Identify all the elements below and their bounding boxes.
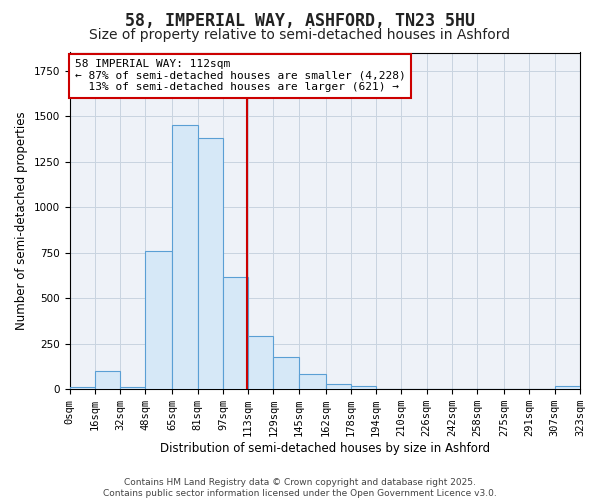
Bar bbox=[120, 388, 145, 389]
Bar bbox=[274, 358, 299, 389]
Bar bbox=[95, 371, 120, 389]
Text: Size of property relative to semi-detached houses in Ashford: Size of property relative to semi-detach… bbox=[89, 28, 511, 42]
Y-axis label: Number of semi-detached properties: Number of semi-detached properties bbox=[15, 112, 28, 330]
Bar bbox=[172, 126, 197, 389]
Text: 58 IMPERIAL WAY: 112sqm
← 87% of semi-detached houses are smaller (4,228)
  13% : 58 IMPERIAL WAY: 112sqm ← 87% of semi-de… bbox=[75, 59, 406, 92]
Bar bbox=[145, 251, 172, 389]
Bar bbox=[555, 386, 580, 389]
Bar bbox=[70, 388, 95, 389]
Bar bbox=[248, 336, 274, 389]
Bar bbox=[197, 138, 223, 389]
Bar bbox=[299, 374, 326, 389]
Text: Contains HM Land Registry data © Crown copyright and database right 2025.
Contai: Contains HM Land Registry data © Crown c… bbox=[103, 478, 497, 498]
Bar bbox=[223, 278, 248, 389]
Bar bbox=[351, 386, 376, 389]
Bar bbox=[326, 384, 351, 389]
Text: 58, IMPERIAL WAY, ASHFORD, TN23 5HU: 58, IMPERIAL WAY, ASHFORD, TN23 5HU bbox=[125, 12, 475, 30]
X-axis label: Distribution of semi-detached houses by size in Ashford: Distribution of semi-detached houses by … bbox=[160, 442, 490, 455]
